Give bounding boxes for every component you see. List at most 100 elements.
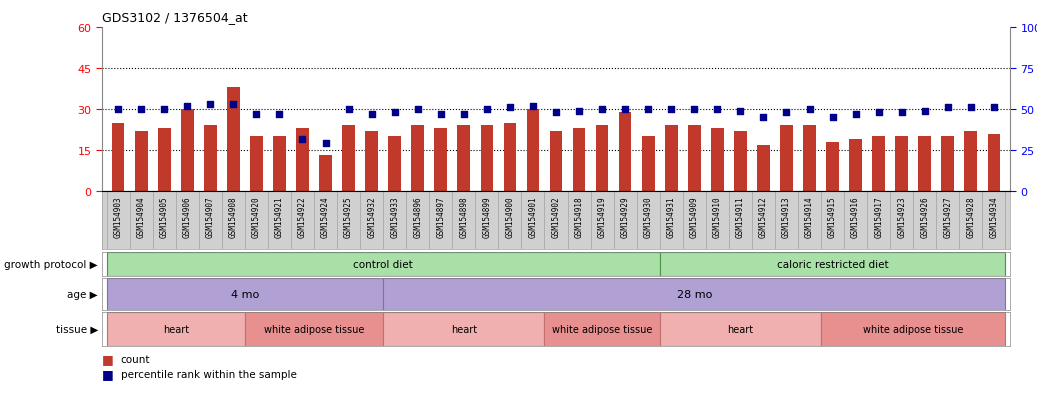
Point — [317, 141, 334, 147]
Text: ■: ■ — [102, 368, 114, 380]
Text: GSM154908: GSM154908 — [229, 196, 237, 238]
Bar — [245, 312, 383, 346]
Bar — [297, 129, 309, 192]
Text: GSM154917: GSM154917 — [874, 196, 884, 238]
Bar — [180, 110, 194, 192]
Point — [640, 107, 656, 113]
Bar — [688, 126, 701, 192]
Text: GDS3102 / 1376504_at: GDS3102 / 1376504_at — [102, 11, 248, 24]
Text: GSM154924: GSM154924 — [321, 196, 330, 238]
Text: GSM154911: GSM154911 — [736, 196, 745, 238]
Bar — [388, 137, 401, 192]
Text: GSM154901: GSM154901 — [529, 196, 537, 238]
Text: white adipose tissue: white adipose tissue — [263, 324, 364, 334]
Bar — [780, 126, 793, 192]
Bar — [383, 278, 1006, 310]
Bar — [342, 126, 355, 192]
Point — [478, 107, 495, 113]
Text: GSM154905: GSM154905 — [160, 196, 169, 238]
Text: GSM154929: GSM154929 — [620, 196, 629, 238]
Bar — [757, 145, 769, 192]
Bar — [919, 137, 931, 192]
Bar — [660, 312, 821, 346]
Bar — [821, 312, 1006, 346]
Bar — [112, 123, 124, 192]
Text: GSM154931: GSM154931 — [667, 196, 676, 238]
Text: GSM154909: GSM154909 — [690, 196, 699, 238]
Point — [732, 108, 749, 115]
Text: age ▶: age ▶ — [67, 289, 99, 299]
Text: GSM154914: GSM154914 — [805, 196, 814, 238]
Point — [594, 107, 611, 113]
Bar — [804, 126, 816, 192]
Bar — [619, 112, 632, 192]
Point — [455, 112, 472, 118]
Bar — [849, 140, 862, 192]
Point — [709, 107, 726, 113]
Text: percentile rank within the sample: percentile rank within the sample — [120, 369, 297, 379]
Bar — [158, 129, 170, 192]
Point — [502, 105, 518, 112]
Bar — [734, 132, 747, 192]
Text: GSM154918: GSM154918 — [574, 196, 584, 238]
Text: GSM154925: GSM154925 — [344, 196, 353, 238]
Bar — [665, 126, 677, 192]
Text: growth protocol ▶: growth protocol ▶ — [4, 259, 99, 269]
Text: heart: heart — [451, 324, 477, 334]
Text: GSM154920: GSM154920 — [252, 196, 261, 238]
Bar — [895, 137, 908, 192]
Bar — [412, 126, 424, 192]
Text: GSM154923: GSM154923 — [897, 196, 906, 238]
Text: GSM154922: GSM154922 — [298, 196, 307, 238]
Text: count: count — [120, 354, 150, 364]
Point — [432, 112, 449, 118]
Point — [686, 107, 703, 113]
Text: heart: heart — [727, 324, 754, 334]
Bar — [942, 137, 954, 192]
Text: GSM154896: GSM154896 — [413, 196, 422, 238]
Text: GSM154916: GSM154916 — [851, 196, 860, 238]
Text: GSM154927: GSM154927 — [944, 196, 952, 238]
Text: caloric restricted diet: caloric restricted diet — [777, 259, 889, 269]
Bar — [227, 88, 240, 192]
Bar — [365, 132, 377, 192]
Bar — [107, 312, 245, 346]
Bar — [273, 137, 286, 192]
Bar — [642, 137, 654, 192]
Text: GSM154910: GSM154910 — [712, 196, 722, 238]
Text: GSM154919: GSM154919 — [597, 196, 607, 238]
Text: tissue ▶: tissue ▶ — [56, 324, 99, 334]
Point — [387, 110, 403, 116]
Text: GSM154921: GSM154921 — [275, 196, 284, 238]
Bar — [711, 129, 724, 192]
Text: GSM154928: GSM154928 — [966, 196, 976, 238]
Point — [202, 102, 219, 108]
Bar — [480, 126, 494, 192]
Bar — [319, 156, 332, 192]
Bar — [872, 137, 885, 192]
Text: GSM154934: GSM154934 — [989, 196, 999, 238]
Text: white adipose tissue: white adipose tissue — [552, 324, 652, 334]
Point — [617, 107, 634, 113]
Text: ■: ■ — [102, 353, 114, 366]
Bar — [204, 126, 217, 192]
Bar — [987, 134, 1001, 192]
Point — [962, 105, 979, 112]
Point — [525, 103, 541, 110]
Point — [570, 108, 587, 115]
Bar — [457, 126, 470, 192]
Point — [870, 110, 887, 116]
Point — [410, 107, 426, 113]
Text: GSM154902: GSM154902 — [552, 196, 561, 238]
Text: heart: heart — [163, 324, 189, 334]
Text: control diet: control diet — [354, 259, 413, 269]
Point — [548, 110, 564, 116]
Bar — [964, 132, 977, 192]
Text: GSM154898: GSM154898 — [459, 196, 469, 238]
Bar — [107, 252, 660, 276]
Text: 28 mo: 28 mo — [676, 289, 712, 299]
Bar — [504, 123, 516, 192]
Text: GSM154930: GSM154930 — [644, 196, 652, 238]
Text: GSM154912: GSM154912 — [759, 196, 768, 238]
Point — [271, 112, 287, 118]
